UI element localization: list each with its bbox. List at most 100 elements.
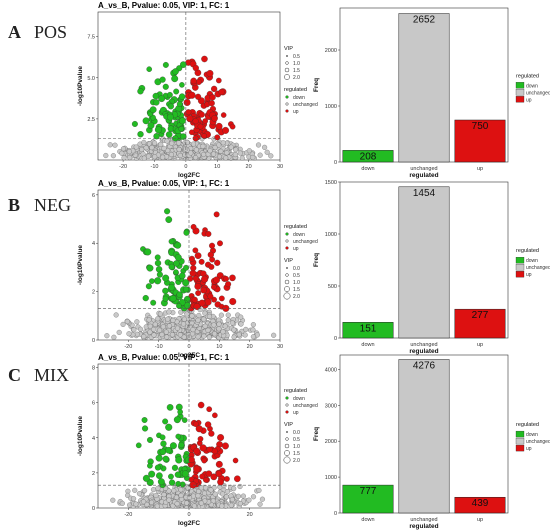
down-point [173,260,180,267]
legend-label: unchanged [526,439,550,445]
bar-value-label: 777 [360,486,377,497]
down-point [168,473,174,480]
unchanged-point [177,332,183,338]
legend-label: up [526,272,532,278]
unchanged-point [225,312,231,318]
unchanged-point [201,333,207,339]
unchanged-point [206,313,213,319]
legend-swatch [515,264,525,271]
bar-unchanged [398,186,450,339]
up-point [191,296,198,303]
down-point [153,99,160,106]
legend-vip-symbol [285,273,289,277]
legend: regulated downunchangedupVIP0.00.51.01.52… [283,388,318,464]
up-point [198,111,205,118]
unchanged-point [198,500,204,506]
down-point [174,241,182,249]
legend-title: regulated [516,248,539,254]
legend-reg-label: down [293,95,305,101]
bar-unchanged [398,13,450,163]
down-point [172,68,179,75]
down-point [142,295,149,302]
y-tick-label: 2000 [325,48,337,54]
unchanged-point [211,322,217,328]
down-point [162,455,170,463]
down-point [165,131,173,138]
unchanged-point [133,144,139,150]
unchanged-point [181,334,187,340]
unchanged-point [163,329,169,335]
y-tick-label: 6 [92,401,95,407]
up-point [215,122,223,130]
up-point [192,64,199,72]
x-tick-label: up [477,166,483,172]
x-tick-label: up [477,342,483,348]
panel-name-mix: MIX [34,365,69,385]
x-tick-label: unchanged [410,342,437,348]
up-point [194,252,202,260]
y-axis-label: -log10Pvalue [77,416,84,456]
up-point [213,211,220,218]
legend-vip-symbol [285,430,289,434]
legend-vip-label: 2.0 [293,294,300,300]
unchanged-point [218,148,224,154]
up-point [221,442,229,450]
legend-vip-symbol [285,61,289,65]
unchanged-point [169,332,176,338]
legend-reg-label: down [293,396,305,402]
unchanged-point [140,499,147,505]
unchanged-point [231,327,237,333]
up-point [204,298,212,306]
legend-reg-label: unchanged [293,239,318,245]
unchanged-point [166,488,172,494]
down-point [154,126,162,134]
unchanged-point [147,329,153,335]
unchanged-point [220,329,226,335]
down-point [181,417,188,423]
up-point [211,447,218,455]
legend-vip-label: 2.0 [293,458,300,464]
bar-value-label: 2652 [413,14,436,25]
unchanged-point [166,497,172,503]
x-tick-label: 0 [184,164,187,170]
panel-name-pos: POS [34,22,68,42]
unchanged-point [149,145,155,151]
panel-letter-a: A [8,22,21,42]
down-point [183,229,190,236]
up-point [193,303,201,310]
point-cloud [103,55,274,161]
up-point [188,456,195,464]
unchanged-point [160,154,166,160]
legend-vip-label: 1.5 [293,287,300,293]
unchanged-point [206,334,212,340]
up-point [206,406,213,413]
unchanged-point [268,153,274,159]
y-tick-label: 2000 [325,439,337,445]
legend: regulated downunchangedupVIP0.00.51.01.52… [283,224,318,300]
y-tick-label: 1000 [325,104,337,110]
down-point [162,287,169,295]
down-point [159,76,166,83]
up-point [234,475,241,483]
up-point [223,276,229,282]
unchanged-point [160,324,166,330]
down-point [168,263,175,270]
unchanged-point [201,316,207,322]
legend-reg-symbol [285,232,289,236]
chart-title: A_vs_B, Pvalue: 0.05, VIP: 1, FC: 1 [98,1,230,10]
up-point [208,100,215,107]
legend-reg-symbol [285,396,289,400]
up-point [201,133,207,139]
unchanged-point [180,321,187,327]
down-point [173,88,180,95]
x-tick-label: -10 [155,344,163,350]
legend-vip-symbol [284,67,290,73]
bar-unchanged [398,359,450,514]
bar-value-label: 750 [472,121,489,132]
down-point [175,456,183,464]
unchanged-point [202,310,208,316]
x-axis-label: log2FC [178,352,200,359]
unchanged-point [216,326,222,332]
unchanged-point [195,493,201,499]
y-axis-label: Freq [313,427,320,441]
